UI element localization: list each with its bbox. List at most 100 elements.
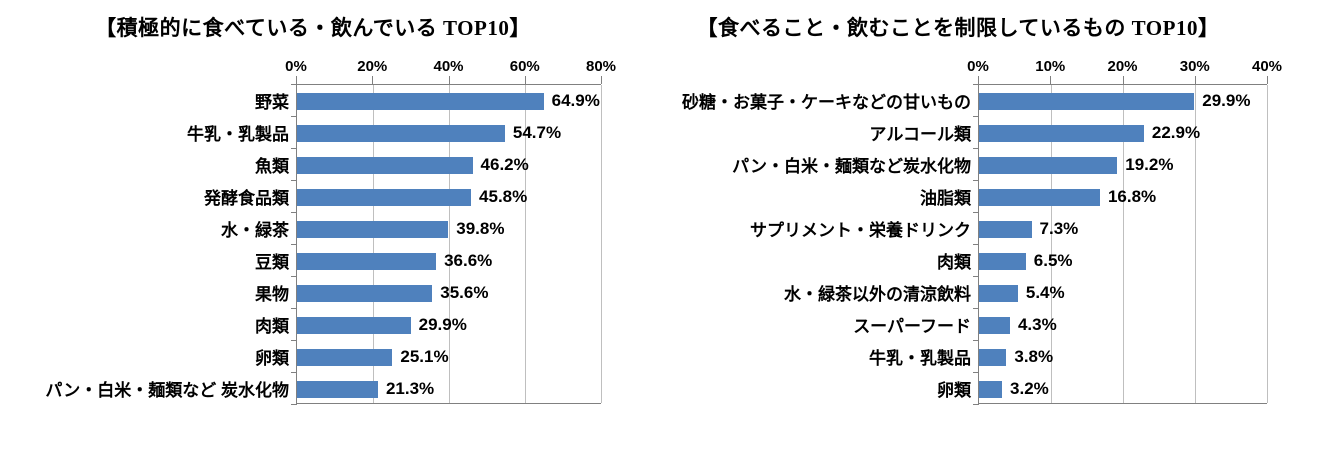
category-label: 魚類	[255, 156, 289, 176]
bar	[979, 220, 1032, 238]
category-axis-tick-marks	[291, 84, 297, 406]
bar-row: 29.9%	[979, 85, 1267, 117]
value-label: 46.2%	[480, 155, 529, 174]
bar-row: 39.8%	[297, 213, 601, 245]
bar-row: 22.9%	[979, 117, 1267, 149]
value-label: 16.8%	[1107, 187, 1157, 206]
bar	[297, 252, 437, 270]
value-label: 5.4%	[1025, 283, 1065, 302]
x-axis: 0% 20% 40% 60% 80%	[285, 56, 616, 84]
bar	[297, 124, 505, 142]
value-label: 29.9%	[418, 315, 467, 334]
value-label: 25.1%	[400, 347, 449, 366]
category-axis: 砂糖・お菓子・ケーキなどの甘いもの アルコール類 パン・白米・麺類など炭水化物 …	[628, 84, 978, 404]
category-label: パン・白米・麺類など炭水化物	[732, 156, 971, 176]
category-axis-tick-marks	[973, 84, 979, 406]
value-label: 6.5%	[1033, 251, 1073, 270]
bar	[979, 252, 1026, 270]
plot-area: 64.9% 54.7% 46.2% 45.8% 39.8% 36.6% 35.6…	[291, 84, 602, 406]
bar-row: 3.8%	[979, 341, 1267, 373]
category-label: 肉類	[937, 252, 971, 272]
bar-row: 64.9%	[297, 85, 601, 117]
category-label: 水・緑茶	[221, 220, 289, 240]
value-label: 54.7%	[512, 123, 562, 142]
value-label: 19.2%	[1125, 155, 1174, 174]
bar-row: 29.9%	[297, 309, 601, 341]
bar-row: 35.6%	[297, 277, 601, 309]
chart-title: 【食べること・飲むことを制限しているもの TOP10】	[696, 16, 1220, 40]
bar-row: 7.3%	[979, 213, 1267, 245]
bar-row: 5.4%	[979, 277, 1267, 309]
category-label: 牛乳・乳製品	[869, 348, 971, 368]
value-label: 3.8%	[1014, 347, 1054, 366]
value-label: 35.6%	[440, 283, 489, 302]
bar	[979, 156, 1118, 174]
x-axis-tick-mark	[978, 76, 979, 84]
bar	[297, 188, 472, 206]
bar	[297, 316, 411, 334]
bar	[297, 284, 433, 302]
bar-row: 3.2%	[979, 373, 1267, 405]
x-axis: 0% 10% 20% 30% 40%	[967, 56, 1282, 84]
bar-row: 19.2%	[979, 149, 1267, 181]
x-axis-tick-label: 30%	[1179, 58, 1210, 75]
value-label: 3.2%	[1010, 379, 1049, 398]
chart-body: 0% 20% 40% 60% 80% 野菜 牛乳・乳製品 魚類 発酵食品類 水・…	[18, 56, 616, 406]
category-label: アルコール類	[869, 124, 971, 144]
bar	[297, 156, 473, 174]
category-label: 牛乳・乳製品	[187, 124, 289, 144]
chart-title: 【積極的に食べている・飲んでいる TOP10】	[95, 16, 531, 40]
gridline	[373, 85, 374, 403]
x-axis-tick-mark	[524, 76, 526, 84]
x-axis-tick-label: 40%	[1251, 58, 1283, 75]
x-axis-tick-mark	[1267, 76, 1268, 84]
bar-row: 25.1%	[297, 341, 601, 373]
x-axis-tick-mark	[1050, 76, 1052, 84]
value-label: 7.3%	[1039, 219, 1079, 238]
value-label: 39.8%	[456, 219, 505, 238]
axis-corner-spacer	[628, 56, 978, 84]
gridline	[1267, 85, 1268, 403]
x-axis-tick-label: 10%	[1035, 58, 1066, 75]
gridline	[525, 85, 526, 403]
bar-row: 6.5%	[979, 245, 1267, 277]
x-axis-tick-mark	[296, 76, 297, 84]
chart-restricting: 【食べること・飲むことを制限しているもの TOP10】 0% 10% 20% 3…	[628, 12, 1288, 406]
bar	[979, 284, 1018, 302]
gridline	[1123, 85, 1124, 403]
category-label: 豆類	[255, 252, 289, 272]
value-label: 4.3%	[1017, 315, 1057, 334]
chart-body: 0% 10% 20% 30% 40% 砂糖・お菓子・ケーキなどの甘いもの アルコ…	[628, 56, 1288, 406]
bar	[297, 380, 378, 398]
category-label: 水・緑茶以外の清涼飲料	[784, 284, 971, 304]
x-axis-tick-label: 60%	[509, 58, 540, 75]
gridline	[1195, 85, 1196, 403]
x-axis-tick-mark	[372, 76, 374, 84]
category-label: 卵類	[255, 348, 289, 368]
category-label: 野菜	[255, 92, 289, 112]
bar-row: 16.8%	[979, 181, 1267, 213]
bar-row: 46.2%	[297, 149, 601, 181]
bar	[979, 348, 1007, 366]
x-axis-tick-label: 20%	[1107, 58, 1138, 75]
category-label: 発酵食品類	[204, 188, 289, 208]
plot-area: 29.9% 22.9% 19.2% 16.8% 7.3% 6.5% 5.4% 4…	[973, 84, 1268, 406]
bar	[297, 92, 544, 110]
gridline	[449, 85, 450, 403]
chart-actively-eating: 【積極的に食べている・飲んでいる TOP10】 0% 20% 40% 60% 8…	[18, 12, 616, 406]
bar	[297, 220, 449, 238]
axis-corner-spacer	[18, 56, 296, 84]
bar-row: 36.6%	[297, 245, 601, 277]
bar	[979, 380, 1003, 398]
category-label: パン・白米・麺類など 炭水化物	[45, 380, 289, 400]
category-label: 油脂類	[920, 188, 971, 208]
bar	[979, 316, 1010, 334]
x-axis-tick-label: 20%	[357, 58, 388, 75]
value-label: 21.3%	[385, 379, 435, 398]
bar	[979, 92, 1195, 110]
category-label: スーパーフード	[853, 316, 971, 336]
x-axis-tick-mark	[448, 76, 450, 84]
value-label: 22.9%	[1151, 123, 1201, 142]
category-label: 砂糖・お菓子・ケーキなどの甘いもの	[682, 92, 971, 112]
bar-row: 54.7%	[297, 117, 601, 149]
